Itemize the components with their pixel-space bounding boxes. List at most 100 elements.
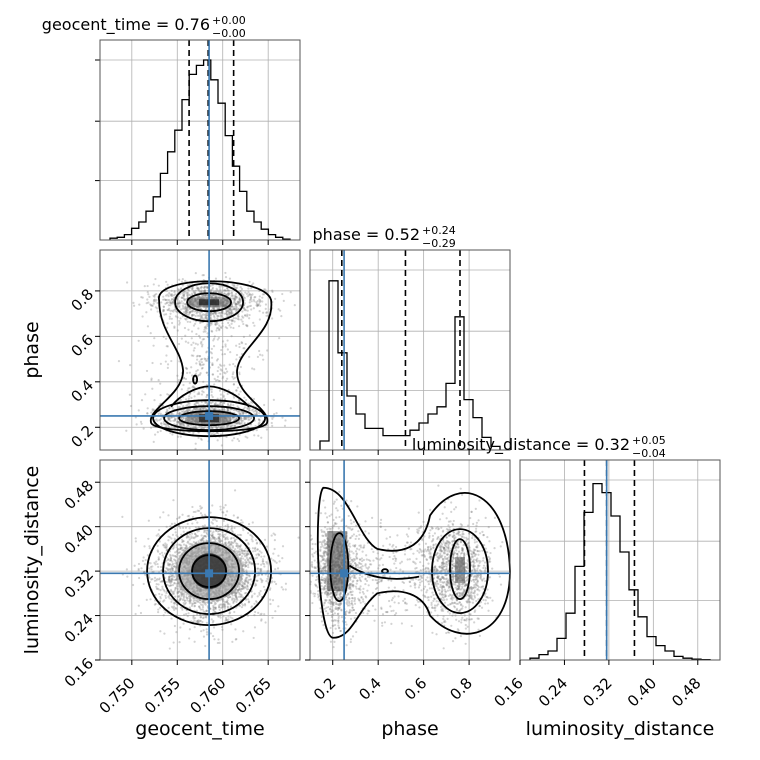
sample-point: [205, 395, 208, 399]
sample-point: [199, 408, 202, 411]
sample-point: [152, 440, 155, 443]
sample-point: [153, 293, 157, 296]
sample-point: [186, 522, 189, 525]
sample-point: [205, 351, 208, 354]
sample-point: [184, 317, 187, 320]
sample-point: [164, 611, 167, 614]
sample-point: [187, 328, 190, 331]
sample-point: [199, 505, 202, 508]
sample-point: [167, 539, 170, 542]
sample-point: [232, 308, 235, 311]
sample-point: [230, 305, 234, 308]
sample-point: [245, 324, 248, 327]
sample-point: [140, 296, 143, 299]
sample-point: [175, 585, 178, 588]
sample-point: [220, 314, 223, 318]
sample-point: [224, 513, 227, 517]
sample-point: [180, 410, 184, 413]
sample-point: [205, 628, 208, 631]
sample-point: [176, 380, 179, 384]
sample-point: [233, 320, 236, 323]
sample-point: [231, 416, 234, 419]
sample-point: [176, 316, 179, 319]
sample-point: [215, 329, 218, 332]
sample-point: [245, 398, 248, 402]
sample-point: [176, 302, 179, 305]
sample-point: [264, 288, 267, 291]
sample-point: [137, 409, 140, 412]
sample-point: [248, 305, 251, 308]
sample-point: [247, 287, 250, 290]
sample-point: [168, 419, 171, 422]
sample-point: [196, 521, 199, 524]
sample-point: [212, 306, 215, 310]
sample-point: [195, 362, 198, 365]
sample-point: [238, 585, 241, 589]
sample-point: [238, 371, 241, 374]
sample-point: [218, 389, 222, 392]
sample-point: [218, 295, 222, 298]
sample-point: [192, 424, 195, 428]
sample-point: [260, 555, 263, 558]
sample-point: [166, 366, 169, 369]
sample-point: [242, 306, 246, 310]
sample-point: [244, 291, 247, 294]
sample-point: [197, 334, 201, 337]
sample-point: [190, 337, 193, 340]
sample-point: [170, 412, 174, 415]
sample-point: [158, 592, 161, 596]
sample-point: [242, 587, 245, 590]
sample-point: [202, 313, 205, 316]
sample-point: [236, 421, 239, 424]
sample-point: [190, 374, 194, 377]
truth-marker: [205, 411, 214, 420]
sample-point: [227, 293, 230, 297]
sample-point: [224, 345, 227, 348]
sample-point: [172, 641, 175, 644]
sample-point: [145, 598, 148, 601]
sample-point: [162, 295, 165, 298]
sample-point: [240, 421, 243, 425]
sample-point: [265, 314, 268, 317]
sample-point: [221, 311, 224, 314]
sample-point: [195, 287, 198, 290]
sample-point: [205, 633, 209, 636]
sample-point: [214, 402, 217, 405]
sample-point: [223, 364, 226, 367]
sample-point: [251, 293, 254, 296]
sample-point: [239, 422, 242, 425]
sample-point: [230, 294, 233, 298]
sample-point: [167, 514, 170, 517]
sample-point: [153, 337, 156, 340]
sample-point: [184, 410, 187, 414]
sample-point: [234, 628, 237, 631]
sample-point: [241, 315, 244, 318]
sample-point: [162, 422, 165, 425]
sample-point: [134, 537, 137, 540]
sample-point: [264, 303, 268, 306]
sample-point: [247, 581, 250, 584]
sample-point: [194, 289, 197, 292]
sample-point: [199, 342, 203, 345]
sample-point: [184, 305, 187, 309]
sample-point: [199, 358, 203, 361]
sample-point: [221, 409, 224, 412]
sample-point: [202, 391, 205, 394]
sample-point: [248, 406, 251, 410]
sample-point: [154, 277, 157, 281]
sample-point: [146, 284, 149, 288]
sample-point: [200, 534, 203, 537]
sample-point: [183, 297, 186, 301]
sample-point: [226, 348, 229, 351]
sample-point: [175, 517, 179, 520]
sample-point: [217, 315, 220, 318]
sample-point: [166, 583, 169, 587]
sample-point: [142, 427, 145, 430]
sample-point: [218, 329, 221, 332]
sample-point: [204, 293, 207, 297]
sample-point: [274, 582, 278, 586]
sample-point: [177, 543, 181, 546]
sample-point: [204, 357, 207, 361]
sample-point: [155, 585, 158, 588]
sample-point: [181, 608, 184, 611]
